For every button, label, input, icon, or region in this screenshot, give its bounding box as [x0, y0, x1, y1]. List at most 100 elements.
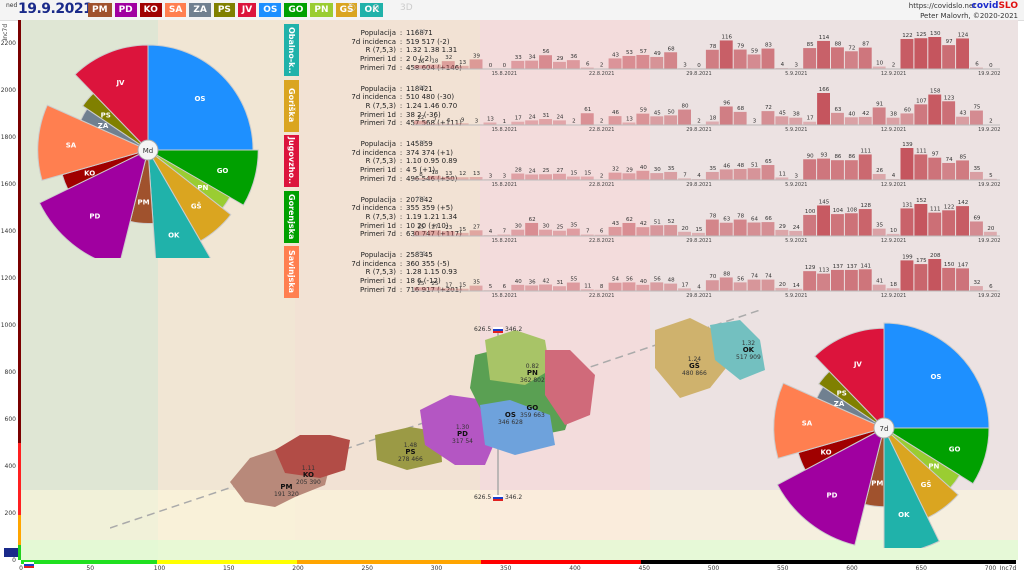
- daily-bar[interactable]: [678, 178, 691, 180]
- daily-bar[interactable]: [427, 123, 441, 125]
- daily-bar[interactable]: [608, 226, 622, 236]
- daily-bar[interactable]: [928, 94, 942, 125]
- current-date[interactable]: 19.9.2021: [18, 1, 93, 17]
- daily-bar[interactable]: [664, 283, 678, 291]
- region-button-os[interactable]: OS: [259, 3, 282, 17]
- pie-slice-pd[interactable]: [776, 427, 885, 546]
- daily-bar[interactable]: [553, 286, 566, 291]
- daily-bar[interactable]: [970, 286, 983, 291]
- region-name-label[interactable]: Jugovzho..: [284, 135, 299, 187]
- daily-bar[interactable]: [469, 229, 483, 236]
- daily-bar[interactable]: [872, 66, 886, 69]
- daily-bar[interactable]: [594, 234, 608, 236]
- daily-bar[interactable]: [622, 121, 636, 125]
- daily-bar[interactable]: [761, 48, 775, 69]
- daily-bar[interactable]: [900, 207, 914, 236]
- daily-bar[interactable]: [872, 228, 886, 236]
- daily-bar[interactable]: [705, 280, 719, 291]
- region-button-ok[interactable]: OK: [360, 3, 384, 17]
- daily-bar[interactable]: [511, 284, 525, 291]
- map-region-jv[interactable]: [545, 350, 595, 425]
- daily-bar[interactable]: [872, 106, 886, 125]
- daily-bar[interactable]: [761, 165, 775, 180]
- daily-bar[interactable]: [775, 229, 789, 236]
- daily-bar[interactable]: [650, 224, 664, 236]
- daily-bar[interactable]: [705, 49, 719, 69]
- daily-bar[interactable]: [733, 49, 747, 69]
- region-button-sa[interactable]: SA: [164, 3, 187, 17]
- daily-bar[interactable]: [844, 269, 858, 291]
- pie-slice-sa[interactable]: [773, 382, 886, 460]
- daily-bar[interactable]: [525, 174, 539, 180]
- daily-bar[interactable]: [803, 214, 817, 236]
- daily-bar[interactable]: [775, 115, 789, 125]
- daily-bar[interactable]: [733, 219, 747, 236]
- daily-bar[interactable]: [455, 177, 469, 180]
- daily-bar[interactable]: [956, 38, 969, 69]
- region-button-go[interactable]: GO: [284, 3, 308, 17]
- daily-bar[interactable]: [525, 119, 539, 125]
- daily-bar[interactable]: [636, 54, 650, 69]
- daily-bar[interactable]: [427, 287, 441, 291]
- daily-bar[interactable]: [733, 168, 747, 180]
- daily-bar[interactable]: [553, 119, 566, 125]
- daily-bar[interactable]: [956, 116, 969, 125]
- region-button-za[interactable]: ZA: [189, 3, 211, 17]
- daily-bar[interactable]: [455, 65, 469, 69]
- daily-bar[interactable]: [414, 65, 427, 69]
- daily-bar[interactable]: [636, 170, 650, 180]
- daily-bar[interactable]: [608, 58, 622, 69]
- daily-bar[interactable]: [956, 268, 969, 291]
- region-button-ps[interactable]: PS: [213, 3, 235, 17]
- daily-bar[interactable]: [928, 212, 942, 236]
- daily-bar[interactable]: [844, 212, 858, 236]
- daily-bar[interactable]: [914, 203, 928, 236]
- daily-bar[interactable]: [650, 115, 664, 125]
- region-name-label[interactable]: Goriška: [284, 79, 299, 132]
- daily-bar[interactable]: [608, 282, 622, 291]
- daily-bar[interactable]: [914, 154, 928, 180]
- daily-bar[interactable]: [705, 121, 719, 125]
- daily-bar[interactable]: [455, 122, 469, 125]
- daily-bar[interactable]: [858, 154, 872, 180]
- daily-bar[interactable]: [497, 234, 511, 236]
- daily-bar[interactable]: [928, 157, 942, 180]
- daily-bar[interactable]: [831, 112, 844, 125]
- daily-bar[interactable]: [483, 121, 497, 125]
- daily-bar[interactable]: [580, 67, 594, 69]
- daily-bar[interactable]: [803, 159, 817, 180]
- daily-bar[interactable]: [539, 284, 552, 291]
- daily-bar[interactable]: [622, 222, 636, 236]
- daily-bar[interactable]: [566, 176, 580, 180]
- daily-bar[interactable]: [469, 59, 483, 69]
- daily-bar[interactable]: [983, 231, 997, 236]
- daily-bar[interactable]: [942, 162, 956, 180]
- daily-bar[interactable]: [525, 222, 539, 236]
- daily-bar[interactable]: [427, 229, 441, 236]
- daily-bar[interactable]: [414, 178, 427, 180]
- region-button-gš[interactable]: GŠ: [335, 3, 358, 17]
- daily-bar[interactable]: [511, 60, 525, 69]
- daily-bar[interactable]: [414, 287, 427, 291]
- daily-bar[interactable]: [761, 221, 775, 236]
- region-button-jv[interactable]: JV: [237, 3, 257, 17]
- daily-bar[interactable]: [942, 45, 956, 69]
- region-button-pm[interactable]: PM: [88, 3, 112, 17]
- daily-bar[interactable]: [664, 171, 678, 180]
- daily-bar[interactable]: [844, 160, 858, 180]
- daily-bar[interactable]: [886, 117, 900, 125]
- daily-bar[interactable]: [511, 229, 525, 236]
- daily-bar[interactable]: [886, 288, 900, 291]
- daily-bar[interactable]: [942, 209, 956, 236]
- 3d-toggle[interactable]: 3D: [400, 3, 413, 13]
- daily-bar[interactable]: [441, 288, 455, 291]
- daily-bar[interactable]: [831, 213, 844, 236]
- region-name-label[interactable]: Savinjska: [284, 246, 299, 298]
- daily-bar[interactable]: [831, 47, 844, 69]
- daily-bar[interactable]: [622, 282, 636, 291]
- daily-bar[interactable]: [817, 204, 830, 236]
- daily-bar[interactable]: [747, 54, 761, 69]
- target-toggle-icon[interactable]: ⊙: [372, 3, 380, 13]
- daily-bar[interactable]: [858, 116, 872, 125]
- daily-bar[interactable]: [511, 121, 525, 125]
